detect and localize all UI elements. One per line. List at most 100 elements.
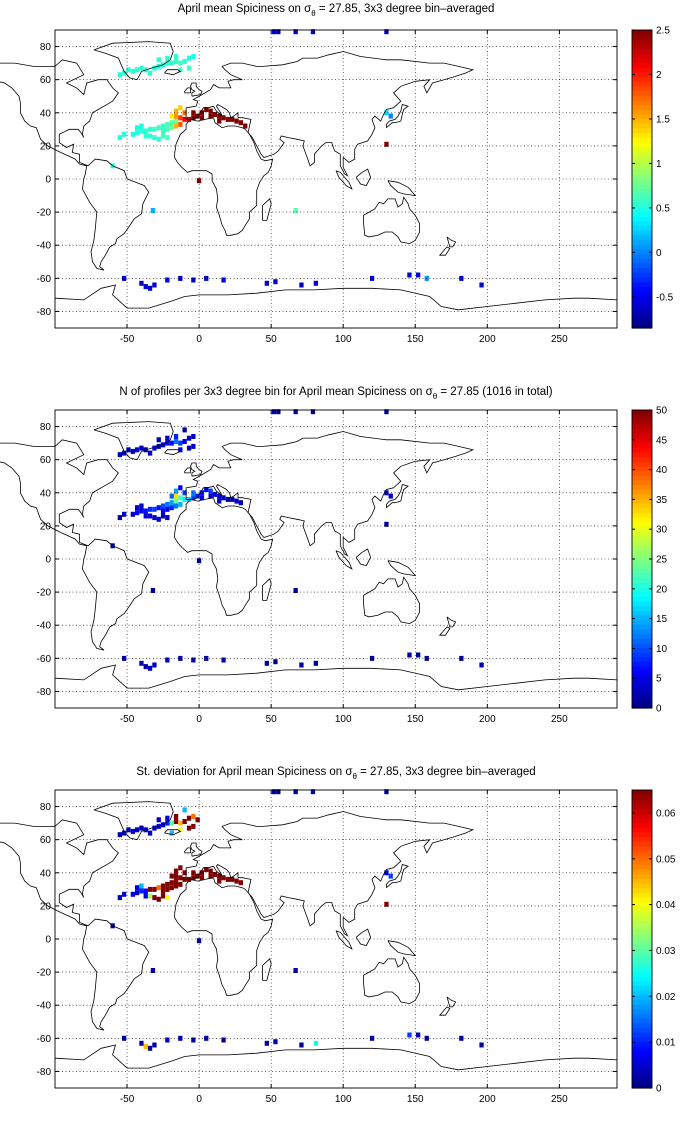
data-cell — [384, 870, 389, 876]
data-cell — [165, 135, 170, 141]
grid — [55, 790, 617, 1088]
coastline — [54, 1044, 618, 1071]
colorbar-swatch — [632, 878, 652, 884]
colorbar-swatch — [632, 652, 652, 658]
colorbar-swatch — [632, 57, 652, 64]
colorbar-swatch — [632, 661, 652, 667]
data-cell — [165, 501, 170, 507]
colorbar-tick-label: 0.5 — [656, 203, 670, 214]
colorbar-tick-label: 1 — [656, 159, 662, 170]
data-cell — [173, 493, 179, 499]
y-tick-label: -60 — [37, 274, 52, 285]
data-cell — [156, 885, 161, 891]
colorbar-swatch — [632, 845, 652, 852]
data-cell — [122, 511, 127, 517]
colorbar-swatch — [632, 605, 652, 611]
x-tick-label: 200 — [479, 1094, 496, 1105]
data-cell — [384, 29, 389, 35]
colorbar-swatch — [632, 433, 652, 439]
data-cell — [169, 500, 174, 506]
colorbar-frame — [631, 29, 653, 329]
colorbar-swatch — [632, 610, 652, 616]
data-cell — [139, 280, 144, 286]
colorbar-tick-label: 0.03 — [656, 946, 676, 957]
coastline — [438, 246, 451, 256]
data-cell — [147, 450, 153, 456]
data-cell — [156, 57, 161, 63]
y-tick-label: 0 — [45, 935, 51, 946]
data-cell — [230, 116, 235, 122]
data-cell — [195, 493, 200, 499]
data-cell — [165, 277, 170, 283]
data-cell — [143, 284, 148, 290]
x-tick-label: 250 — [551, 334, 568, 345]
data-cell — [169, 505, 174, 511]
colorbar-swatch — [632, 554, 652, 560]
data-cell — [384, 409, 389, 415]
grid — [55, 410, 617, 708]
colorbar-swatch — [632, 174, 652, 180]
colorbar-swatch — [632, 95, 652, 101]
colorbar-swatch — [632, 614, 652, 621]
data-cell — [152, 282, 157, 288]
colorbar-swatch — [632, 109, 652, 115]
colorbar-swatch — [632, 521, 652, 528]
map-panel-2: N of profiles per 3x3 degree bin for Apr… — [0, 386, 668, 725]
colorbar-swatch — [632, 81, 652, 87]
data-cell — [234, 498, 239, 504]
colorbar-swatch — [632, 841, 652, 847]
colorbar-swatch — [632, 1083, 652, 1089]
coastline — [446, 996, 457, 1008]
data-cell — [182, 116, 187, 122]
colorbar-swatch — [632, 314, 652, 320]
data-cell — [156, 505, 161, 511]
colorbar-swatch — [632, 999, 652, 1005]
data-cell — [150, 208, 156, 213]
x-tick-label: 100 — [335, 1094, 352, 1105]
coastline — [164, 449, 182, 456]
data-cell — [384, 521, 389, 527]
data-cell — [169, 880, 174, 886]
data-cell — [139, 503, 144, 509]
data-cell — [130, 511, 135, 517]
data-cell — [186, 435, 192, 441]
data-cell — [139, 508, 144, 514]
colorbar-swatch — [632, 517, 652, 523]
colorbar-swatch — [632, 437, 652, 444]
data-cell — [165, 126, 170, 132]
colorbar-swatch — [632, 670, 652, 677]
data-cell — [225, 876, 231, 882]
data-cell — [407, 272, 412, 278]
colorbar-swatch — [632, 447, 652, 453]
data-cell — [217, 498, 222, 504]
data-cell — [199, 115, 205, 121]
data-cell — [169, 60, 174, 66]
data-cell — [299, 1042, 304, 1048]
colorbar-swatch — [632, 1032, 652, 1038]
coastline — [387, 940, 417, 957]
data-cell — [173, 108, 179, 114]
data-cell — [126, 827, 131, 833]
data-cell — [165, 435, 170, 441]
data-cell — [173, 819, 179, 824]
colorbar-swatch — [632, 572, 652, 579]
y-tick-label: -80 — [37, 687, 52, 698]
data-cell — [156, 516, 161, 522]
colorbar-swatch — [632, 549, 652, 555]
colorbar-swatch — [632, 985, 652, 991]
colorbar-swatch — [632, 318, 652, 324]
grid — [55, 30, 617, 328]
data-cell — [293, 968, 298, 973]
y-tick-label: 60 — [40, 75, 52, 86]
data-cell — [169, 873, 174, 879]
colorbar-swatch — [632, 675, 652, 681]
colorbar-swatch — [632, 873, 652, 880]
title-sigma: σ — [345, 766, 352, 778]
data-cell — [369, 655, 375, 661]
colorbar-swatch — [632, 1027, 652, 1033]
data-cell — [182, 439, 187, 444]
coastline — [174, 117, 274, 236]
data-cell — [169, 125, 174, 131]
colorbar-tick-label: 0 — [656, 248, 662, 259]
